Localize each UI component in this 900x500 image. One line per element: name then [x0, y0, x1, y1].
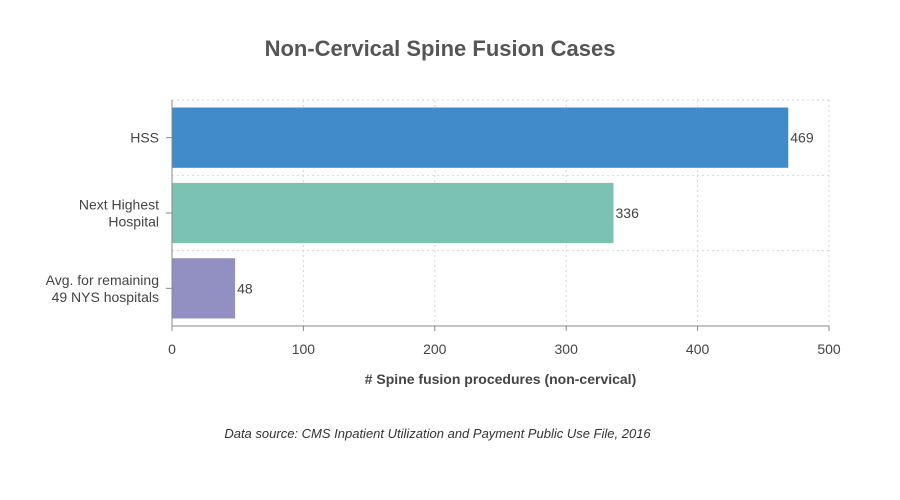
x-tick-label: 100 — [292, 341, 316, 357]
bar-value-label: 336 — [616, 205, 640, 221]
x-tick-label: 300 — [555, 341, 579, 357]
data-source-note: Data source: CMS Inpatient Utilization a… — [224, 426, 651, 441]
x-tick-label: 500 — [817, 341, 841, 357]
x-tick-label: 400 — [686, 341, 710, 357]
bar-value-label: 48 — [237, 280, 253, 296]
bar — [172, 182, 614, 244]
chart-title: Non-Cervical Spine Fusion Cases — [264, 36, 616, 61]
x-axis-title: # Spine fusion procedures (non-cervical) — [365, 371, 637, 387]
category-label: Avg. for remaining 49 NYS hospitals — [46, 272, 159, 305]
category-label: Next Highest Hospital — [79, 197, 159, 230]
x-tick-label: 200 — [423, 341, 447, 357]
bar-value-label: 469 — [790, 130, 814, 146]
category-label: HSS — [130, 130, 159, 146]
bar — [172, 107, 789, 168]
x-tick-label: 0 — [168, 341, 176, 357]
bar — [172, 258, 236, 319]
